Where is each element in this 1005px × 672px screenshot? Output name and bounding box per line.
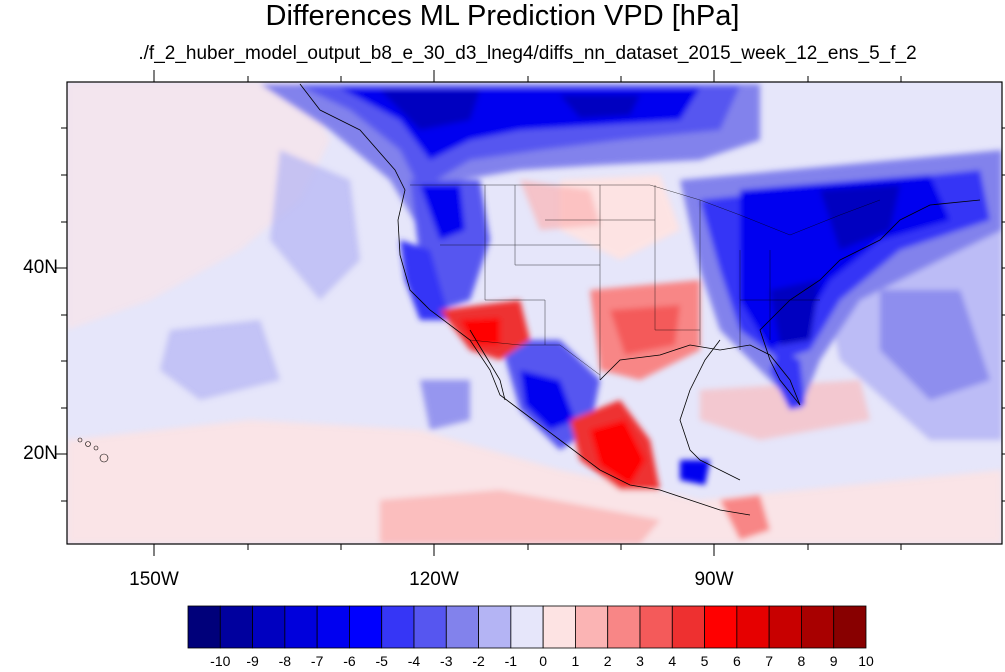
x-tick-label: 120W [409,569,459,590]
colorbar-label: 6 [732,653,741,669]
colorbar-swatch [316,605,350,649]
political-borders [410,184,881,380]
hawaii-islands [77,437,109,463]
map-title: Differences ML Prediction VPD [hPa] [265,0,740,32]
colorbar-label: -5 [375,653,388,669]
colorbar-label: 9 [829,653,838,669]
colorbar-swatch [671,605,705,649]
colorbar-swatch [704,605,738,649]
colorbar-swatch [510,605,544,649]
colorbar-swatch [575,605,609,649]
colorbar-swatch [639,605,673,649]
colorbar-swatch [381,605,415,649]
colorbar-label: -2 [472,653,485,669]
colorbar-swatch [833,605,867,649]
colorbar-label: 1 [571,653,580,669]
colorbar-label: 0 [539,653,548,669]
map-field [67,82,1002,544]
x-tick-label: 150W [129,569,179,590]
y-tick-label: 20N [23,443,58,464]
colorbar-swatch [219,605,253,649]
map-subtitle: ./f_2_huber_model_output_b8_e_30_d3_lneg… [138,43,917,64]
colorbar-label: 8 [797,653,806,669]
colorbar-label: 10 [858,653,874,669]
coastlines [299,83,981,516]
colorbar-swatch [413,605,447,649]
colorbar-label: -10 [210,653,231,669]
colorbar-label: -3 [440,653,453,669]
colorbar-label: -1 [504,653,518,669]
colorbar-label: -6 [343,653,356,669]
y-tick-label: 40N [23,257,58,278]
plot-frame [66,81,1003,545]
colorbar-swatch [187,605,221,649]
colorbar-label: -4 [407,653,421,669]
colorbar-label: -9 [246,653,259,669]
colorbar-swatch [542,605,576,649]
colorbar-label: -8 [278,653,292,669]
colorbar-label: 4 [668,653,677,669]
colorbar-swatch [252,605,286,649]
colorbar-swatch [284,605,318,649]
colorbar-swatch [607,605,641,649]
colorbar-swatch [478,605,512,649]
axis-ticks [55,70,1005,556]
colorbar-label: -7 [310,653,324,669]
colorbar-swatch [801,605,835,649]
colorbar-label: 5 [700,653,709,669]
colorbar-swatch [736,605,770,649]
colorbar-swatch [349,605,383,649]
x-tick-label: 90W [694,569,734,590]
colorbar-swatch [768,605,802,649]
colorbar-label: 3 [636,653,644,669]
colorbar-label: 2 [603,653,612,669]
colorbar-swatch [445,605,479,649]
colorbar-label: 7 [765,653,774,669]
